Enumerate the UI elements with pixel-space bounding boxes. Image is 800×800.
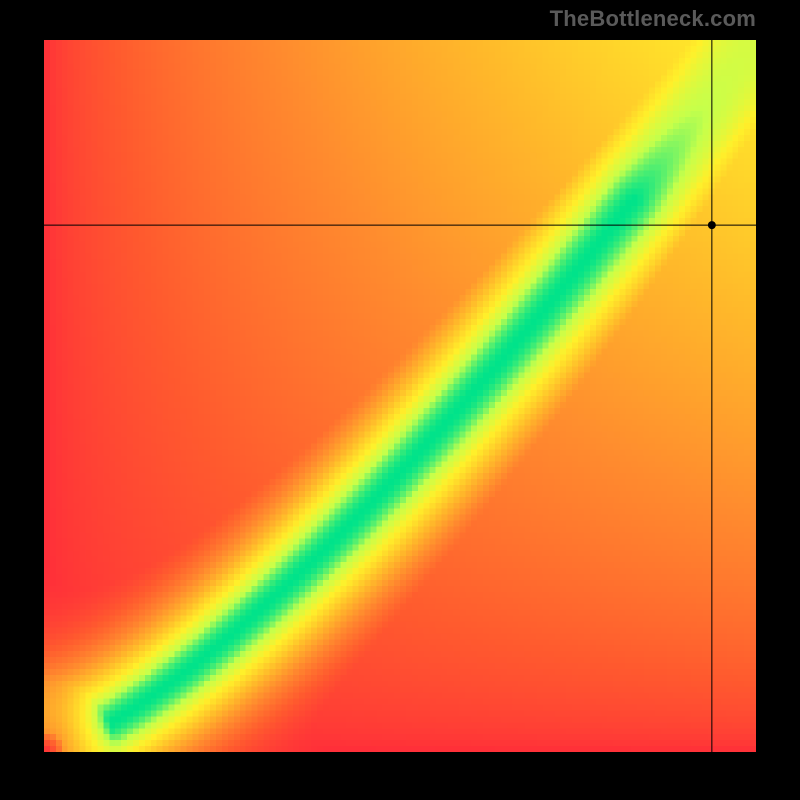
crosshair-overlay <box>44 40 756 752</box>
heatmap-plot <box>44 40 756 752</box>
page-root: TheBottleneck.com <box>0 0 800 800</box>
crosshair-dot <box>708 221 716 229</box>
attribution-label: TheBottleneck.com <box>550 6 756 32</box>
